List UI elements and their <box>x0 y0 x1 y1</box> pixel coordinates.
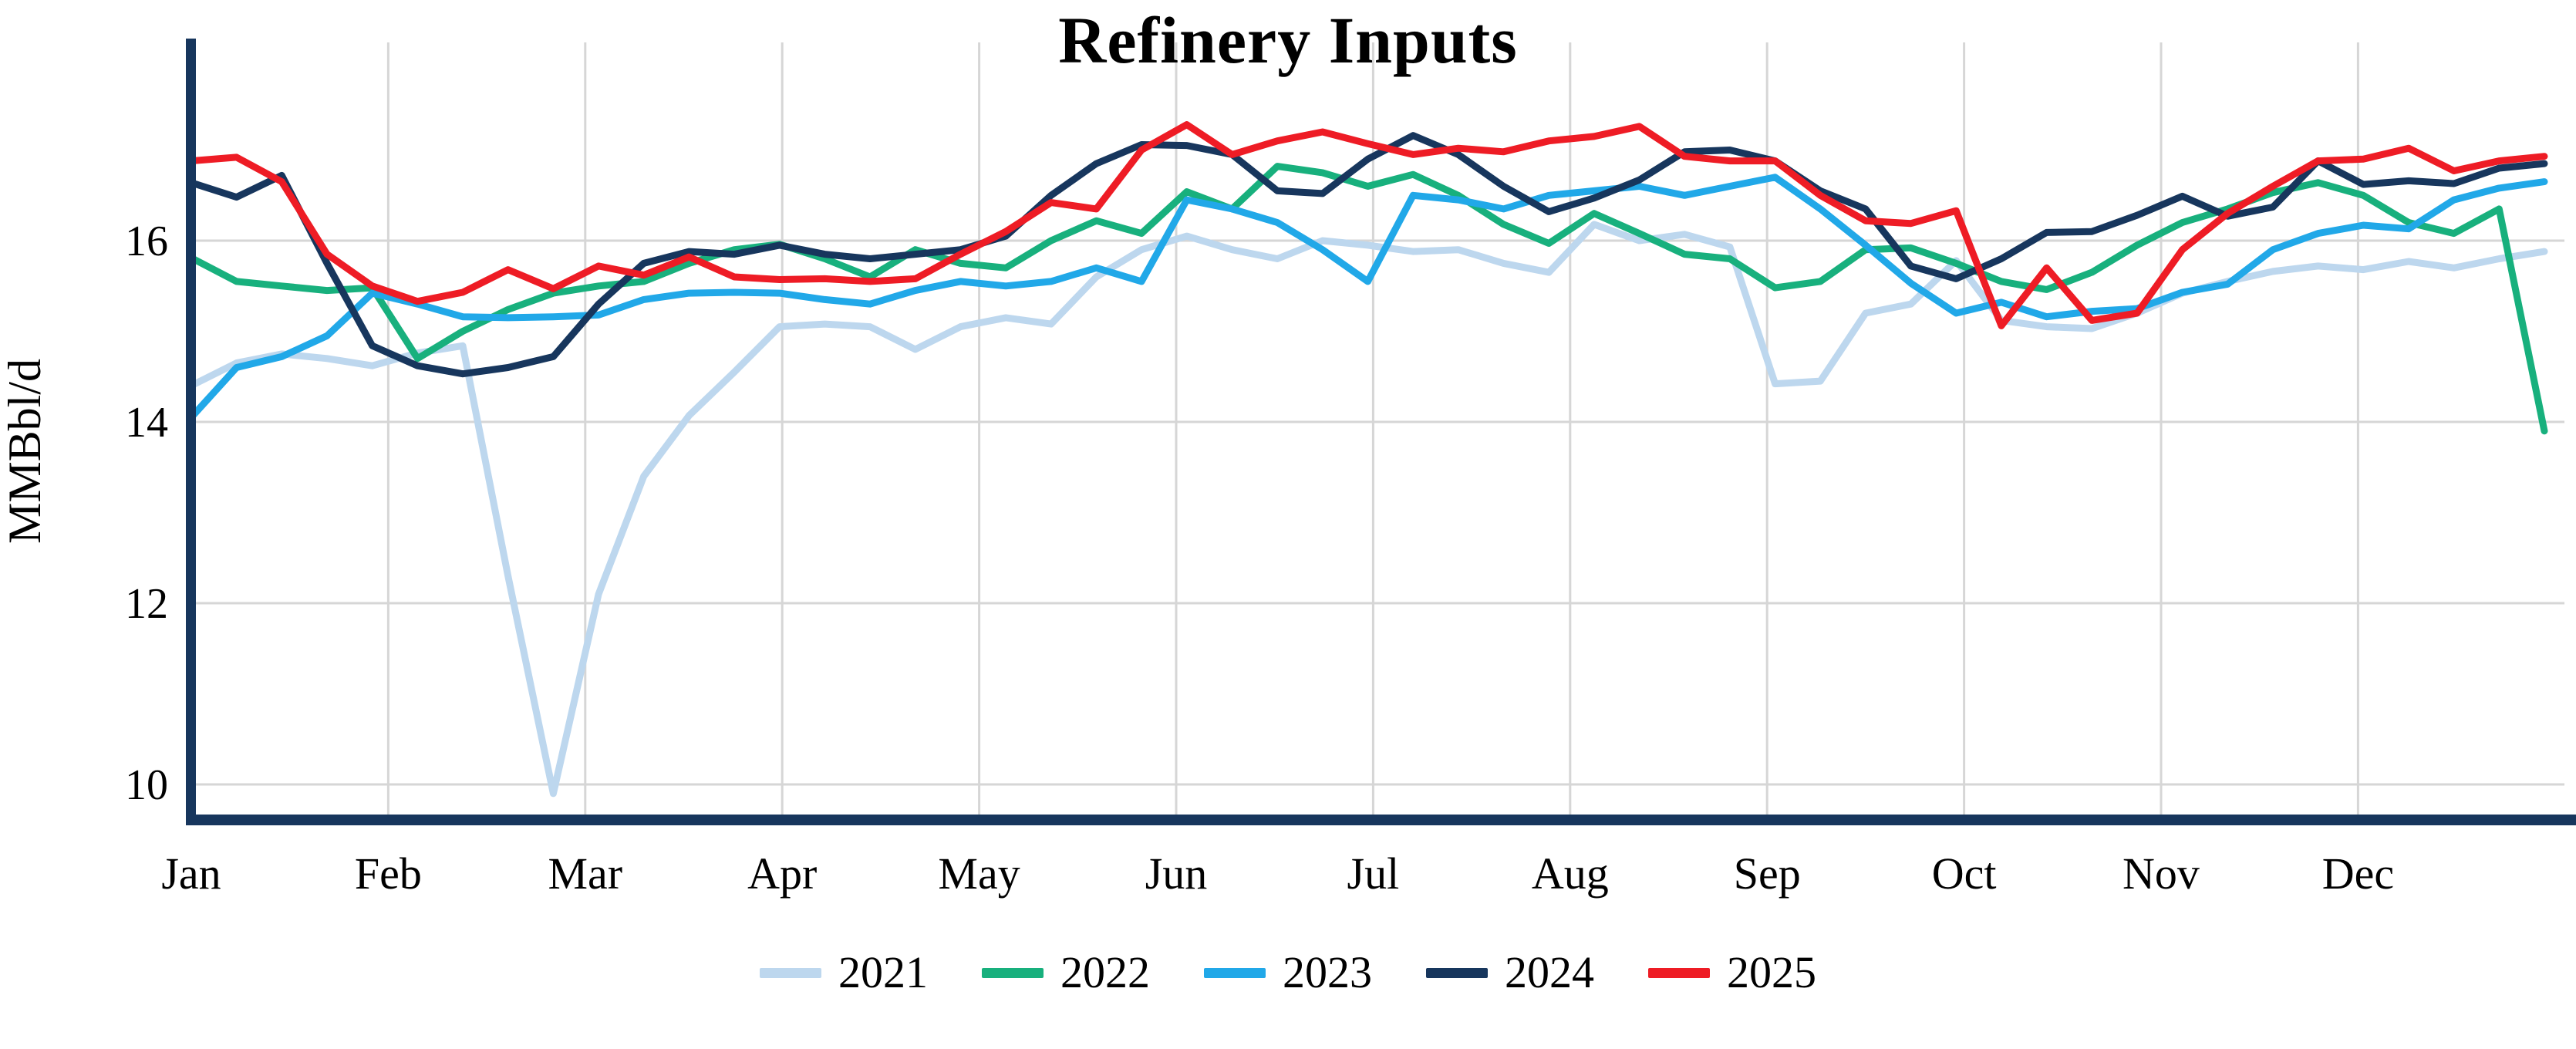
legend-line-2021-icon <box>760 967 821 978</box>
y-tick-label: 12 <box>125 580 168 628</box>
x-tick-label: Oct <box>1932 848 1997 899</box>
axes <box>186 39 2576 825</box>
y-axis-spine <box>186 39 196 825</box>
chart-legend: 2021 2022 2023 2024 2025 <box>0 950 2576 995</box>
x-tick-label: Jun <box>1145 848 1208 899</box>
x-tick-labels: Jan Feb Mar Apr May Jun Jul Aug Sep Oct Nov Dec <box>161 848 2394 899</box>
x-tick-label: Nov <box>2123 848 2200 899</box>
x-tick-label: Apr <box>747 848 817 899</box>
x-tick-label: May <box>938 848 1020 899</box>
x-tick-label: Feb <box>355 848 422 899</box>
legend-label-2021: 2021 <box>838 947 928 997</box>
series-line-2024 <box>187 132 2548 378</box>
x-tick-label: Jan <box>161 848 221 899</box>
chart-title: Refinery Inputs <box>1058 3 1518 77</box>
x-tick-label: Jul <box>1347 848 1400 899</box>
legend-line-2025-icon <box>1648 967 1710 978</box>
legend-label-2024: 2024 <box>1505 947 1594 997</box>
x-tick-label: Aug <box>1532 848 1609 899</box>
x-tick-label: Sep <box>1734 848 1801 899</box>
y-tick-label: 10 <box>125 761 168 809</box>
legend-item-2023: 2023 <box>1204 950 1372 995</box>
y-axis-label: MMBbl/d <box>0 359 50 544</box>
series-line-2023 <box>187 174 2548 421</box>
legend-item-2025: 2025 <box>1648 950 1816 995</box>
gridlines <box>191 42 2564 820</box>
legend-item-2021: 2021 <box>760 950 928 995</box>
x-axis-spine <box>186 815 2576 825</box>
legend-label-2023: 2023 <box>1283 947 1372 997</box>
y-tick-label: 16 <box>125 218 168 265</box>
series-line-2025 <box>187 121 2548 329</box>
legend-item-2024: 2024 <box>1426 950 1594 995</box>
y-tick-labels: 10 12 14 16 <box>125 218 168 809</box>
series-lines <box>187 121 2548 798</box>
series-line-2021 <box>187 221 2548 798</box>
legend-line-2023-icon <box>1204 967 1266 978</box>
legend-label-2022: 2022 <box>1060 947 1150 997</box>
legend-line-2022-icon <box>982 967 1044 978</box>
legend-item-2022: 2022 <box>982 950 1150 995</box>
x-tick-label: Dec <box>2322 848 2394 899</box>
x-tick-label: Mar <box>548 848 622 899</box>
y-tick-label: 14 <box>125 399 168 447</box>
series-line-2022 <box>187 163 2548 435</box>
legend-label-2025: 2025 <box>1727 947 1816 997</box>
legend-line-2024-icon <box>1426 967 1488 978</box>
